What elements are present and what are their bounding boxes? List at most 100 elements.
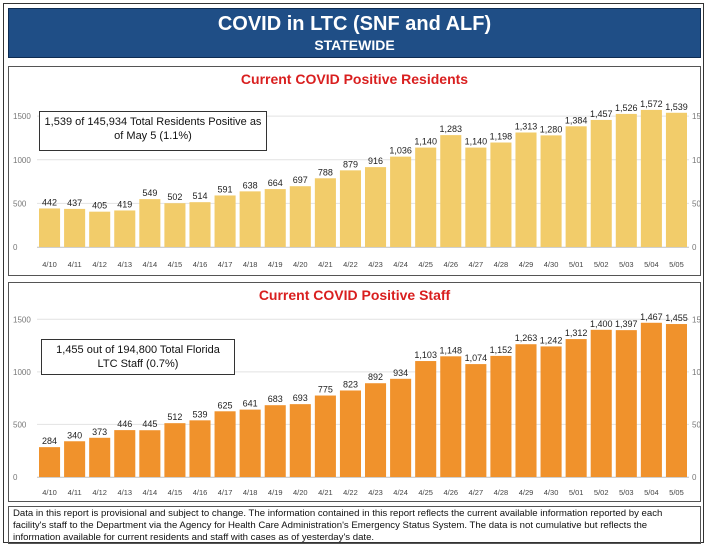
residents-bar xyxy=(565,126,587,247)
residents-ytick-right: 1000 xyxy=(692,156,700,165)
staff-bar xyxy=(114,430,136,477)
residents-bar xyxy=(640,109,662,247)
residents-bar-value-label: 697 xyxy=(293,175,308,185)
staff-chart-panel: 0 0 500 500 1000 1000 1500 1500 284 4/10 340 4/11 37… xyxy=(8,282,701,502)
staff-bar xyxy=(139,430,161,477)
staff-bar xyxy=(164,423,186,477)
staff-ytick-right: 500 xyxy=(692,420,700,429)
staff-xtick-label: 4/20 xyxy=(293,488,308,497)
staff-xtick-label: 4/28 xyxy=(494,488,509,497)
residents-xtick-label: 4/30 xyxy=(544,260,559,269)
staff-bar xyxy=(289,404,311,477)
residents-bar xyxy=(365,167,387,247)
staff-bar xyxy=(490,355,512,477)
staff-bar-value-label: 1,103 xyxy=(414,350,437,360)
residents-xtick-label: 4/26 xyxy=(443,260,458,269)
residents-bar xyxy=(390,156,412,247)
staff-xtick-label: 4/11 xyxy=(68,488,82,497)
staff-xtick-label: 4/10 xyxy=(42,488,57,497)
residents-bar xyxy=(515,132,537,247)
staff-chart-title: Current COVID Positive Staff xyxy=(258,287,451,303)
staff-ytick-left: 0 xyxy=(13,473,18,482)
report-subtitle: STATEWIDE xyxy=(314,37,395,53)
residents-xtick-label: 5/05 xyxy=(669,260,684,269)
residents-bar-value-label: 1,384 xyxy=(565,115,588,125)
staff-bar-value-label: 1,263 xyxy=(515,333,538,343)
staff-xtick-label: 5/01 xyxy=(569,488,584,497)
staff-bar-value-label: 892 xyxy=(368,372,383,382)
residents-bar-chart: 0 0 500 500 1000 1000 1500 1500 442 4/10 437 4/11 40… xyxy=(13,99,700,269)
staff-xtick-label: 5/03 xyxy=(619,488,634,497)
staff-bar-value-label: 625 xyxy=(218,400,233,410)
staff-bar xyxy=(465,364,487,477)
staff-ytick-left: 1000 xyxy=(13,368,31,377)
staff-xtick-label: 4/18 xyxy=(243,488,258,497)
staff-summary-callout: 1,455 out of 194,800 Total Florida LTC S… xyxy=(41,339,235,375)
staff-bar xyxy=(565,339,587,477)
staff-bar-value-label: 823 xyxy=(343,379,358,389)
residents-ytick-left: 1500 xyxy=(13,112,31,121)
staff-xtick-label: 4/12 xyxy=(92,488,107,497)
residents-bar xyxy=(440,135,462,247)
staff-bar xyxy=(440,356,462,477)
staff-xtick-label: 4/23 xyxy=(368,488,383,497)
residents-xtick-label: 4/29 xyxy=(519,260,534,269)
residents-bar-value-label: 502 xyxy=(167,192,182,202)
residents-bar-value-label: 1,280 xyxy=(540,124,563,134)
residents-xtick-label: 5/03 xyxy=(619,260,634,269)
residents-bar-value-label: 788 xyxy=(318,167,333,177)
residents-xtick-label: 4/28 xyxy=(494,260,509,269)
staff-xtick-label: 4/30 xyxy=(544,488,559,497)
report-title: COVID in LTC (SNF and ALF) xyxy=(217,13,492,35)
staff-bar xyxy=(89,437,111,477)
staff-xtick-label: 4/26 xyxy=(443,488,458,497)
staff-bar xyxy=(640,322,662,477)
residents-ytick-right: 0 xyxy=(692,243,697,252)
residents-ytick-left: 0 xyxy=(13,243,18,252)
residents-xtick-label: 4/24 xyxy=(393,260,408,269)
staff-xtick-label: 4/22 xyxy=(343,488,358,497)
staff-bar xyxy=(515,344,537,477)
staff-xtick-label: 5/05 xyxy=(669,488,684,497)
residents-bar xyxy=(64,208,86,247)
staff-bar-value-label: 284 xyxy=(42,436,57,446)
staff-bar-value-label: 775 xyxy=(318,385,333,395)
residents-ytick-right: 500 xyxy=(692,199,700,208)
residents-ytick-left: 500 xyxy=(13,199,27,208)
staff-bar xyxy=(189,420,211,477)
residents-bar xyxy=(214,195,236,247)
residents-bar-value-label: 1,539 xyxy=(665,102,688,112)
staff-bar xyxy=(339,390,361,477)
staff-bar xyxy=(214,411,236,477)
residents-bar xyxy=(264,189,286,247)
residents-xtick-label: 4/17 xyxy=(218,260,233,269)
staff-bar xyxy=(390,378,412,477)
residents-xtick-label: 4/18 xyxy=(243,260,258,269)
staff-xtick-label: 4/15 xyxy=(168,488,183,497)
residents-bar-value-label: 1,283 xyxy=(440,124,463,134)
residents-bar-value-label: 1,572 xyxy=(640,99,663,109)
staff-bar-value-label: 934 xyxy=(393,368,408,378)
residents-xtick-label: 4/16 xyxy=(193,260,208,269)
staff-bar-value-label: 1,400 xyxy=(590,319,613,329)
staff-bar-value-label: 539 xyxy=(192,409,207,419)
residents-bar xyxy=(289,186,311,247)
residents-bar-value-label: 1,036 xyxy=(389,146,412,156)
staff-bar xyxy=(39,447,61,477)
residents-xtick-label: 4/20 xyxy=(293,260,308,269)
staff-bar xyxy=(590,329,612,477)
residents-bar xyxy=(465,147,487,247)
residents-bar xyxy=(415,147,437,247)
residents-bar-value-label: 664 xyxy=(268,178,283,188)
residents-bar xyxy=(490,142,512,247)
residents-xtick-label: 4/14 xyxy=(143,260,158,269)
staff-bar xyxy=(365,383,387,477)
residents-bar-value-label: 405 xyxy=(92,201,107,211)
residents-bar xyxy=(89,211,111,247)
residents-bar-value-label: 1,140 xyxy=(414,137,437,147)
residents-xtick-label: 4/22 xyxy=(343,260,358,269)
residents-bar xyxy=(590,119,612,247)
staff-xtick-label: 4/24 xyxy=(393,488,408,497)
staff-ytick-left: 500 xyxy=(13,420,27,429)
